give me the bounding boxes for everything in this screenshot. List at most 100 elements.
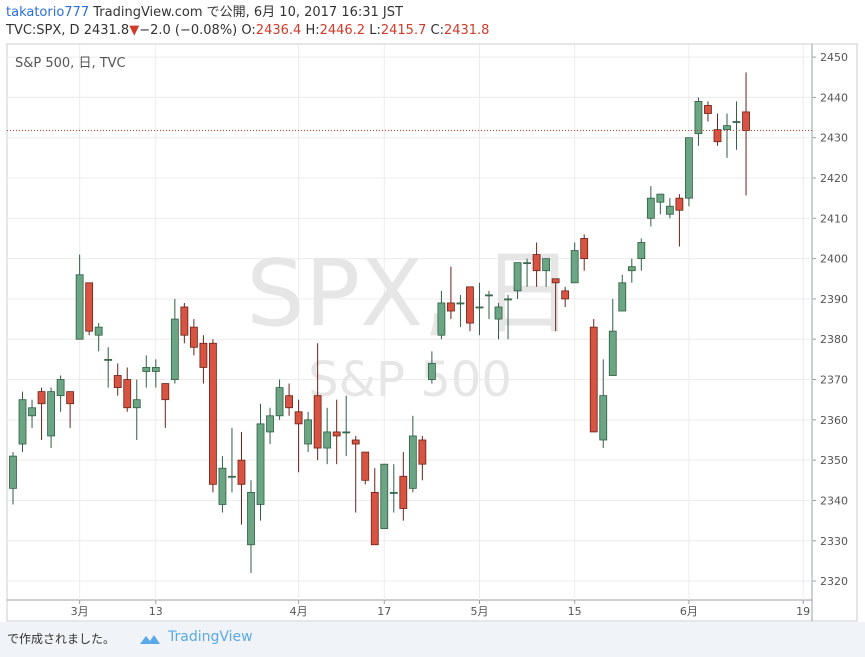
candle-body <box>209 342 217 485</box>
header-line: takatorio777 TradingView.com で公開, 6月 10,… <box>6 4 489 22</box>
chart: SPX, 日 S&P 500 S&P 500, 日, TVC 2320 2330 2… <box>6 43 858 622</box>
candle-body <box>351 439 360 445</box>
candle-body <box>475 306 484 309</box>
brand[interactable]: TradingView <box>168 629 253 645</box>
candle-body <box>180 306 189 336</box>
candle-body <box>189 326 198 348</box>
y-tick-label: 2420 <box>820 172 848 185</box>
y-tick-label: 2430 <box>820 132 848 145</box>
candle-body <box>466 286 474 324</box>
candle-body <box>685 137 693 199</box>
candle-body <box>85 282 94 332</box>
published: TradingView.com で公開, 6月 10, 2017 16:31 J… <box>93 5 403 20</box>
watermark: S&P 500 <box>308 352 512 408</box>
candle-body <box>551 278 560 284</box>
candle-body <box>361 451 370 481</box>
y-tick-label: 2360 <box>820 414 848 427</box>
watermark: SPX, 日 <box>246 240 573 347</box>
o-label: O: <box>241 23 256 38</box>
candle-body <box>123 379 132 409</box>
l-value: 2415.7 <box>380 23 427 38</box>
candle-body <box>380 463 389 530</box>
candle-body <box>570 250 579 284</box>
candle-body <box>304 419 313 445</box>
candle-body <box>665 205 674 215</box>
candle-body <box>170 318 179 380</box>
candle-body <box>47 391 55 437</box>
candle-body <box>427 363 436 380</box>
candle-body <box>437 302 446 336</box>
candle-body <box>618 282 627 312</box>
last: 2431.8 <box>83 23 130 38</box>
candle-body <box>37 391 46 405</box>
footer: で作成されました。 TradingView <box>0 622 865 657</box>
candle-body <box>694 101 703 135</box>
candle-body <box>266 415 274 433</box>
x-tick-label: 5月 <box>470 605 488 618</box>
candle-body <box>199 342 208 368</box>
candle-body <box>9 455 17 489</box>
y-tick-label: 2320 <box>820 575 848 588</box>
candle-body <box>332 431 341 437</box>
candle-body <box>494 306 503 320</box>
user-link[interactable]: takatorio777 <box>6 5 90 20</box>
candle-body <box>132 399 141 409</box>
candle-body <box>75 274 84 340</box>
y-tick-label: 2410 <box>820 212 848 225</box>
candle-body <box>742 111 750 131</box>
y-tick-label: 2400 <box>820 253 848 266</box>
candle-body <box>323 431 332 449</box>
candle-body <box>56 379 65 397</box>
candle-body <box>342 431 351 434</box>
candle-body <box>151 367 160 372</box>
arrow: ▼ <box>129 23 140 38</box>
candle-body <box>275 387 284 417</box>
x-tick-label: 19 <box>796 605 810 618</box>
candle-body <box>285 395 293 409</box>
candle-body <box>608 330 617 376</box>
candle-body <box>532 254 541 272</box>
candle-body <box>523 262 531 265</box>
x-tick-label: 13 <box>149 605 163 618</box>
candle-body <box>28 407 36 417</box>
candle-body <box>313 395 322 449</box>
candle-body <box>294 411 303 425</box>
candle-body <box>161 383 170 401</box>
candle-body <box>675 197 684 211</box>
candle-body <box>218 467 227 505</box>
candle-body <box>589 326 598 433</box>
y-tick-label: 2440 <box>820 91 848 104</box>
candle-body <box>447 302 455 312</box>
candle-body <box>713 129 722 143</box>
c-label: C: <box>430 23 444 38</box>
candle-body <box>599 395 608 441</box>
candle-body <box>637 242 646 260</box>
c-value: 2431.8 <box>443 23 490 38</box>
candle-body <box>561 290 570 300</box>
candle-body <box>504 298 512 301</box>
x-tick-label: 17 <box>377 605 391 618</box>
y-tick-label: 2390 <box>820 293 848 306</box>
candle-body <box>627 266 636 272</box>
header-line: TVC:SPX, D 2431.8▼−2.0 (−0.08%) O:2436.4… <box>6 22 489 40</box>
candle-body <box>389 491 398 494</box>
candle-body <box>542 258 551 272</box>
symbol: TVC:SPX, D <box>6 23 80 38</box>
candle-body <box>370 491 379 546</box>
candle-body <box>704 105 712 114</box>
l-label: L: <box>369 23 381 38</box>
candle-body <box>408 435 417 489</box>
x-tick-label: 15 <box>568 605 582 618</box>
y-tick-label: 2340 <box>820 494 848 507</box>
o-value: 2436.4 <box>255 23 302 38</box>
candle-body <box>399 475 408 509</box>
x-tick-label: 4月 <box>290 605 308 618</box>
candle-body <box>104 358 113 361</box>
change: −2.0 (−0.08%) <box>139 23 238 38</box>
candle-body <box>723 125 731 131</box>
y-tick-label: 2380 <box>820 333 848 346</box>
frame <box>6 43 858 622</box>
candle-body <box>94 326 103 336</box>
h-value: 2446.2 <box>319 23 366 38</box>
